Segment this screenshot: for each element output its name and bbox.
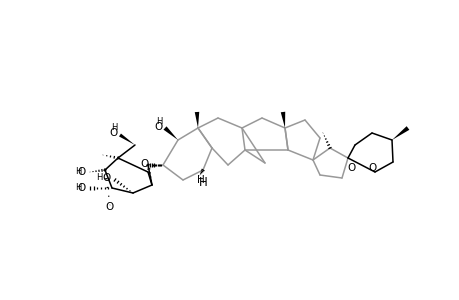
Polygon shape — [194, 112, 199, 128]
Text: H: H — [112, 122, 118, 131]
Text: O: O — [154, 122, 162, 132]
Polygon shape — [280, 112, 285, 128]
Text: O: O — [78, 183, 86, 193]
Text: O: O — [78, 167, 86, 177]
Text: H: H — [75, 167, 82, 176]
Text: H: H — [198, 176, 207, 188]
Text: O: O — [110, 128, 118, 138]
Text: H: H — [96, 173, 103, 182]
Text: H: H — [156, 116, 162, 125]
Polygon shape — [163, 126, 178, 140]
Text: H: H — [75, 184, 82, 193]
Text: O: O — [106, 202, 114, 212]
Polygon shape — [391, 126, 409, 140]
Text: O: O — [368, 163, 376, 173]
Polygon shape — [119, 134, 134, 145]
Text: O: O — [140, 159, 149, 169]
Text: H: H — [197, 175, 204, 185]
Text: O: O — [347, 163, 355, 173]
Text: O: O — [102, 173, 111, 183]
